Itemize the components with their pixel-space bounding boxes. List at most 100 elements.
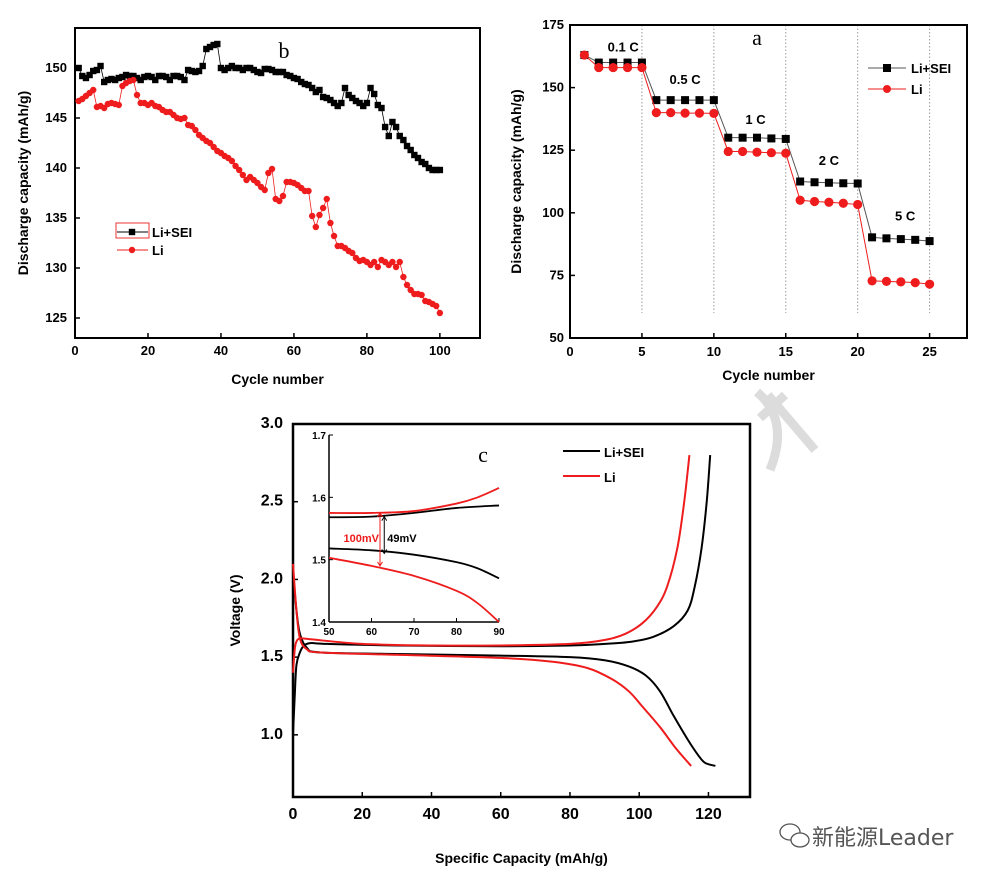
data-point-circle [925, 279, 935, 289]
y-axis-label: Discharge capacity (mAh/g) [15, 91, 31, 275]
data-point-circle [694, 108, 705, 118]
y-tick-label: 145 [45, 110, 67, 125]
data-point-square [853, 179, 862, 188]
data-point-circle [766, 148, 776, 158]
annotation-label: 49mV [387, 533, 417, 545]
data-point-square [128, 228, 136, 236]
data-point-circle [319, 204, 327, 212]
data-point-square [166, 76, 174, 84]
data-point-square [257, 69, 265, 77]
series-li [75, 76, 444, 317]
data-point-square [141, 73, 148, 81]
data-point-circle [181, 114, 188, 122]
data-point-square [425, 164, 433, 172]
plot-frame [74, 27, 481, 339]
data-point-square [144, 72, 152, 80]
data-point-circle [396, 258, 403, 266]
data-point-square [268, 66, 276, 74]
data-point-square [82, 74, 90, 82]
data-point-circle [651, 108, 661, 118]
data-point-circle [279, 192, 287, 200]
data-point-square [199, 62, 206, 70]
data-point-circle [738, 146, 748, 157]
data-point-circle [316, 211, 323, 219]
data-point-square [323, 94, 330, 102]
data-point-square [155, 72, 163, 80]
annotation-label: 100mV [344, 533, 380, 545]
watermark-text: 新能源Leader [812, 826, 954, 851]
rate-label: 0.5 C [670, 72, 702, 87]
legend-label: Li [604, 470, 616, 485]
x-tick-label: 120 [695, 806, 722, 823]
data-point-square [228, 62, 236, 70]
data-point-circle [781, 148, 791, 158]
data-point-square [235, 64, 243, 72]
data-point-circle [235, 166, 243, 174]
plot-frame [569, 24, 968, 339]
legend-label: Li+SEI [604, 445, 644, 460]
data-point-circle [752, 147, 762, 157]
data-point-square [90, 67, 97, 75]
inset-series-li-sei [328, 504, 500, 580]
data-point-circle [680, 108, 690, 118]
data-point-square [411, 151, 418, 159]
rate-label: 5 C [895, 208, 916, 223]
data-point-circle [130, 76, 137, 84]
data-point-circle [433, 302, 440, 310]
data-point-circle [323, 195, 330, 203]
data-point-square [217, 64, 225, 72]
data-point-circle [192, 126, 199, 134]
data-point-circle [795, 195, 805, 205]
data-point-circle [809, 196, 820, 207]
y-tick-label: 100 [542, 205, 564, 220]
x-tick-label: 80 [561, 806, 579, 823]
data-point-square [305, 81, 312, 89]
data-point-circle [579, 50, 589, 60]
data-point-square [75, 64, 82, 72]
panel-label: a [752, 25, 762, 50]
data-point-square [279, 68, 287, 76]
data-point-square [414, 154, 422, 162]
data-point-circle [392, 263, 400, 271]
legend-label: Li [152, 243, 164, 258]
data-point-square [374, 101, 382, 109]
inset-voltage-curve [328, 547, 500, 580]
data-point-square [609, 58, 618, 67]
data-point-circle [261, 186, 268, 194]
x-axis-label: Cycle number [722, 367, 815, 383]
data-point-circle [608, 62, 618, 73]
data-point-square [781, 134, 790, 143]
data-point-square [883, 64, 891, 72]
data-point-square [666, 96, 675, 105]
data-point-square [188, 67, 195, 75]
data-point-square [181, 76, 188, 84]
series-li-sei [292, 455, 716, 767]
y-tick-label: 130 [45, 260, 67, 275]
data-point-square [396, 132, 403, 140]
data-point-square [254, 68, 261, 76]
data-point-square [709, 96, 718, 105]
data-point-square [203, 45, 210, 53]
data-point-square [341, 84, 349, 92]
data-point-circle [723, 146, 733, 157]
data-point-square [111, 76, 119, 84]
y-tick-label: 50 [550, 330, 564, 345]
chart-panel-c: 0 20 40 60 80 100 120 1.0 1.5 2.0 2.5 3.0 Specific C… [227, 415, 752, 866]
x-tick-label: 20 [141, 343, 155, 358]
data-point-circle [400, 273, 407, 281]
data-point-circle [637, 62, 647, 73]
chart-panel-a: 0 5 10 15 20 25 50 75 100 125 150 175 Cycle number Di… [508, 17, 968, 383]
data-point-square [652, 96, 661, 105]
y-tick-label: 1.0 [261, 726, 283, 743]
data-point-square [243, 64, 250, 72]
data-point-square [115, 74, 122, 82]
data-point-circle [276, 197, 283, 205]
inset-x-tick-label: 90 [493, 627, 505, 638]
data-point-square [184, 66, 192, 74]
series-line [78, 79, 441, 314]
data-point-circle [330, 232, 338, 240]
data-point-square [681, 96, 690, 105]
y-tick-label: 150 [542, 80, 564, 95]
x-tick-label: 20 [353, 806, 371, 823]
data-point-square [352, 97, 360, 105]
